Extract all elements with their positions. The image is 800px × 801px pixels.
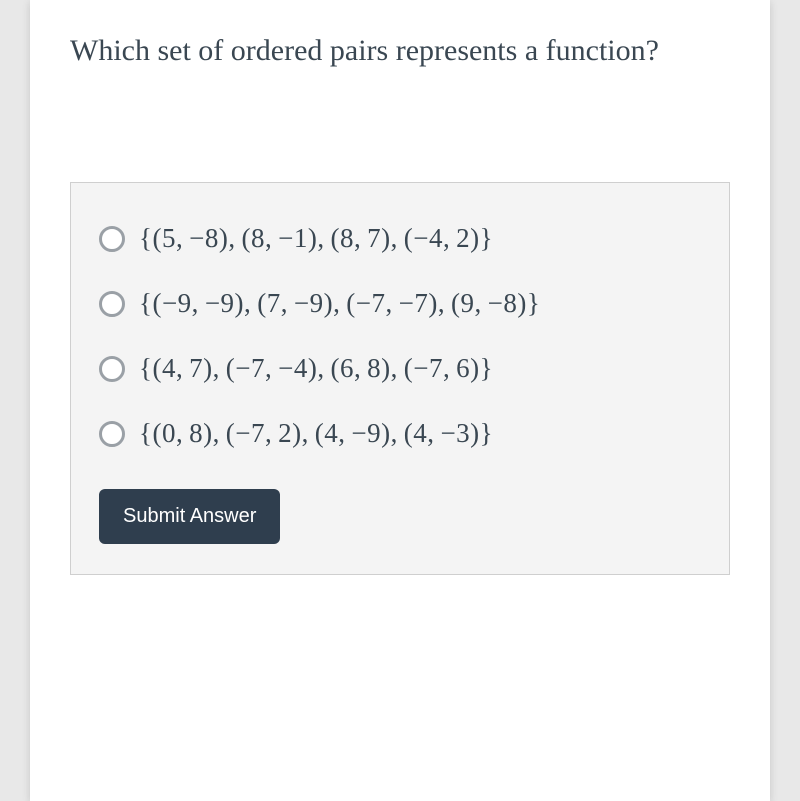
answers-container: {(5, −8), (8, −1), (8, 7), (−4, 2)} {(−9… (70, 182, 730, 575)
option-2-label: {(−9, −9), (7, −9), (−7, −7), (9, −8)} (139, 288, 540, 319)
option-1-label: {(5, −8), (8, −1), (8, 7), (−4, 2)} (139, 223, 493, 254)
option-4[interactable]: {(0, 8), (−7, 2), (4, −9), (4, −3)} (99, 418, 701, 449)
question-card: Which set of ordered pairs represents a … (30, 0, 770, 801)
option-4-label: {(0, 8), (−7, 2), (4, −9), (4, −3)} (139, 418, 493, 449)
radio-icon (99, 291, 125, 317)
option-3[interactable]: {(4, 7), (−7, −4), (6, 8), (−7, 6)} (99, 353, 701, 384)
option-1[interactable]: {(5, −8), (8, −1), (8, 7), (−4, 2)} (99, 223, 701, 254)
option-2[interactable]: {(−9, −9), (7, −9), (−7, −7), (9, −8)} (99, 288, 701, 319)
radio-icon (99, 421, 125, 447)
submit-button[interactable]: Submit Answer (99, 489, 280, 544)
radio-icon (99, 356, 125, 382)
radio-icon (99, 226, 125, 252)
option-3-label: {(4, 7), (−7, −4), (6, 8), (−7, 6)} (139, 353, 493, 384)
question-text: Which set of ordered pairs represents a … (70, 30, 730, 72)
